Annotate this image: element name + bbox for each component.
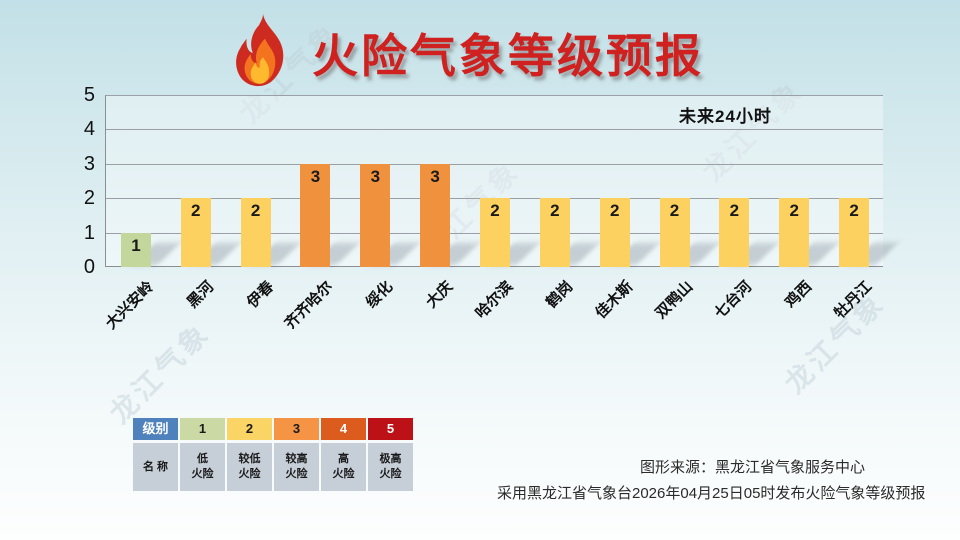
bar-七台河: 2 [719,198,750,267]
legend-header-name: 名 称 [133,443,178,491]
bar-value-label: 2 [550,201,560,221]
bar-大庆: 3 [420,163,451,267]
legend-level-2: 2 [227,418,272,440]
bar-哈尔滨: 2 [480,198,510,267]
y-tick-label: 4 [83,118,95,141]
x-category-label: 哈尔滨 [472,278,517,322]
x-category-label: 大兴安岭 [102,278,158,333]
gridline [106,163,883,165]
bar-value-label: 3 [370,166,381,186]
legend-level-1: 1 [180,418,225,440]
bar-value-label: 2 [490,201,500,221]
flame-icon [236,14,284,87]
y-tick-label: 0 [83,256,95,278]
bar-value-label: 2 [849,201,859,221]
gridline [106,129,883,131]
x-category-label: 鹤岗 [542,278,577,312]
y-tick-label: 1 [83,221,95,244]
bar-伊春: 2 [240,198,271,267]
legend-level-3: 3 [274,418,319,440]
x-category-label: 伊春 [243,278,277,312]
bar-value-label: 2 [729,201,740,221]
x-category-label: 黑河 [183,278,217,312]
legend-level-name-2: 较低 火险 [227,443,272,491]
header: 火险气象等级预报 [228,12,704,94]
y-tick-label: 2 [83,187,95,210]
bar-value-label: 2 [191,201,201,221]
bar-chart-plot-area: 1 2 2 3 3 3 2 2 2 2 2 2 2 [105,95,899,267]
bar-value-label: 3 [310,166,321,186]
x-category-label: 鸡西 [782,278,816,312]
x-category-label: 佳木斯 [591,278,636,322]
x-category-label: 七台河 [711,278,756,322]
bar-黑河: 2 [180,198,211,267]
source-text-line2: 采用黑龙江省气象台2026年04月25日05时发布火险气象等级预报 [497,485,926,502]
bar-value-label: 2 [609,201,620,221]
x-category-label: 绥化 [363,278,397,312]
bar-牡丹江: 2 [839,198,870,267]
bar-value-label: 1 [131,235,141,255]
legend-level-4: 4 [321,418,366,440]
bar-鹤岗: 2 [539,198,570,267]
y-tick-label: 3 [83,152,95,175]
legend-level-name-3: 较高 火险 [274,443,319,491]
bar-佳木斯: 2 [599,198,630,267]
bar-双鸭山: 2 [659,198,690,267]
bar-绥化: 3 [360,163,391,267]
legend-level-name-4: 高 火险 [321,443,366,491]
x-category-label: 牡丹江 [831,278,876,322]
x-category-label: 齐齐哈尔 [282,278,337,333]
bar-大兴安岭: 1 [120,232,151,267]
legend-header-level: 级别 [133,418,178,440]
legend-level-5: 5 [368,418,413,440]
bar-value-label: 2 [789,201,799,221]
gridline [106,95,883,96]
bar-齐齐哈尔: 3 [300,163,331,267]
y-tick-label: 5 [83,84,95,106]
source-text-line1: 图形来源：黑龙江省气象服务中心 [640,459,866,476]
bar-value-label: 3 [430,166,440,186]
bar-value-label: 2 [250,201,261,221]
legend-level-name-1: 低 火险 [180,443,225,491]
legend-level-name-5: 极高 火险 [368,443,413,491]
x-category-label: 双鸭山 [651,278,696,322]
x-category-label: 大庆 [423,278,457,312]
bar-value-label: 2 [669,201,680,221]
bar-鸡西: 2 [779,198,810,267]
chart-subtitle: 未来24小时 [679,107,772,126]
page-title: 火险气象等级预报 [312,30,704,82]
